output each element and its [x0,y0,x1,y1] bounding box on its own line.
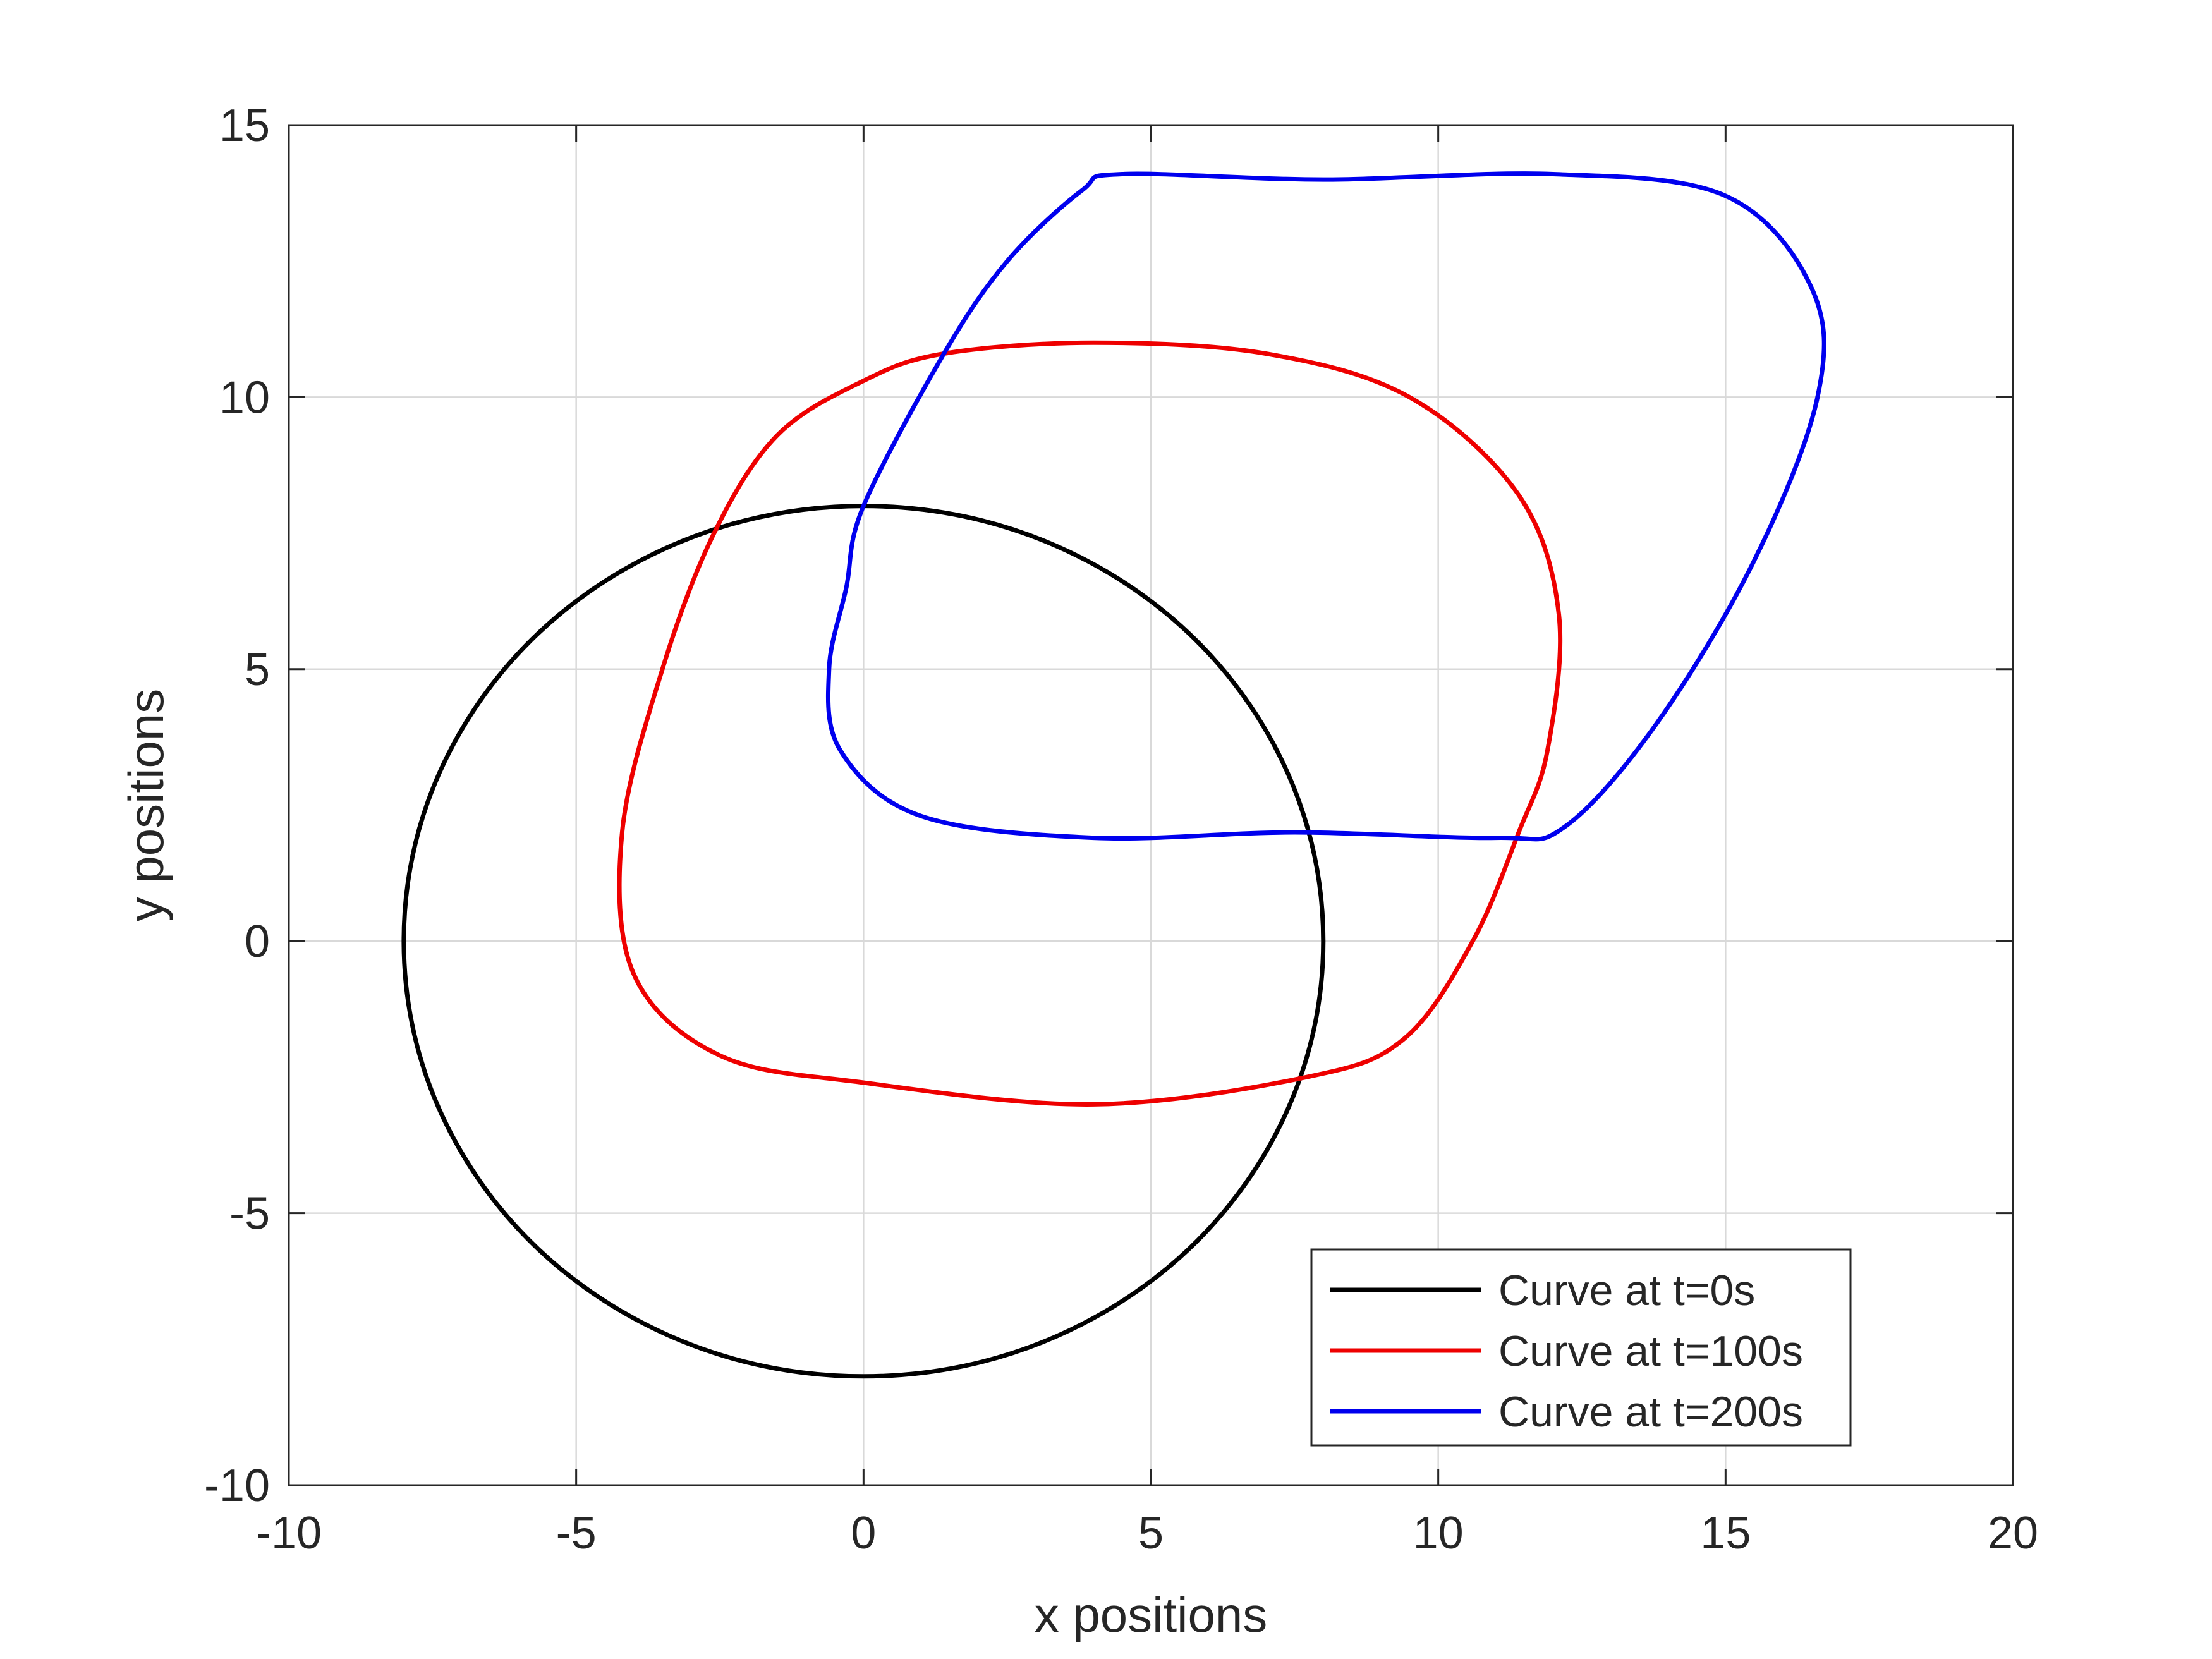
series-line-curve-at-t-100s [617,340,1563,1107]
y-tick-label: 5 [245,645,270,695]
curves [401,171,1826,1379]
x-axis-label: x positions [1035,1587,1268,1643]
x-tick-label: -10 [256,1508,322,1559]
x-tick-label: 20 [1988,1508,2038,1559]
tick-labels: -10 -5 0 5 10 15 20 -10 -5 0 5 10 15 [204,100,2038,1559]
x-tick-label: -5 [556,1508,597,1559]
x-tick-label: 10 [1413,1508,1464,1559]
series-line-curve-at-t-200s [825,171,1826,842]
x-tick-label: 5 [1138,1508,1164,1559]
y-tick-label: -5 [229,1189,270,1239]
legend-label: Curve at t=0s [1498,1267,1755,1315]
y-axis-label: y positions [118,689,174,922]
legend: Curve at t=0s Curve at t=100s Curve at t=2… [1310,1248,1852,1447]
legend-label: Curve at t=200s [1498,1388,1803,1436]
x-tick-label: 0 [851,1508,876,1559]
y-tick-label: 10 [219,372,270,423]
y-tick-label: 15 [219,100,270,151]
y-tick-label: 0 [245,916,270,967]
x-tick-label: 15 [1700,1508,1751,1559]
series-line-curve-at-t-0s [401,504,1326,1379]
legend-label: Curve at t=100s [1498,1327,1803,1375]
axis-ticks [288,124,2014,1486]
y-tick-label: -10 [204,1461,270,1511]
